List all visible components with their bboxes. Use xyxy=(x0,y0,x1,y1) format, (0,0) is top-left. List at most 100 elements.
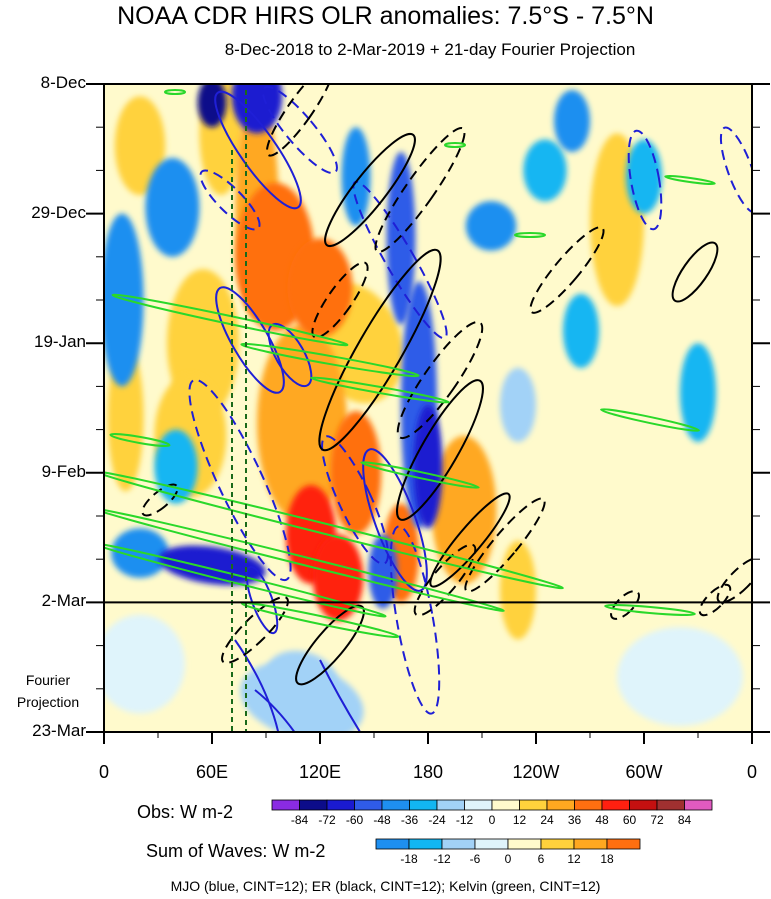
anomaly-blob xyxy=(404,707,434,732)
wave-colorbar-swatch xyxy=(606,838,641,850)
kelvin-contour xyxy=(104,542,387,618)
wave-colorbar-tick-label: 12 xyxy=(567,852,581,866)
kelvin-contour xyxy=(514,232,546,238)
anomaly-blob xyxy=(386,151,416,325)
mjo-contour xyxy=(234,639,280,732)
obs-colorbar-swatch xyxy=(464,799,493,811)
anomaly-blob xyxy=(104,614,185,714)
chart-title: NOAA CDR HIRS OLR anomalies: 7.5°S - 7.5… xyxy=(117,2,654,30)
mjo-contour xyxy=(627,129,663,231)
y-tick-label: 19-Jan xyxy=(34,332,86,352)
anomaly-blob xyxy=(554,90,590,152)
anomaly-field xyxy=(104,84,752,732)
obs-colorbar-swatch xyxy=(546,799,575,811)
plot-frame xyxy=(86,83,770,744)
er-contour xyxy=(295,604,365,686)
kelvin-contour xyxy=(240,342,420,378)
er-contour xyxy=(141,483,179,517)
mjo-contour xyxy=(214,90,302,210)
er-contour xyxy=(396,379,484,521)
wave-colorbar-swatch xyxy=(540,838,575,850)
chart-subtitle: 8-Dec-2018 to 2-Mar-2019 + 21-day Fourie… xyxy=(224,40,636,59)
wave-colorbar-tick-label: 0 xyxy=(504,852,512,866)
obs-colorbar-label: Obs: W m-2 xyxy=(137,802,234,822)
projection-label: Fourier Projection xyxy=(16,672,80,710)
er-contour xyxy=(529,226,605,314)
anomaly-blob xyxy=(104,213,144,387)
kelvin-contour xyxy=(664,174,716,186)
y-tick-label: 8-Dec xyxy=(40,73,86,92)
obs-colorbar-tick-label: 60 xyxy=(622,813,637,827)
anomaly-blob xyxy=(523,139,567,202)
wave-colorbar-swatch xyxy=(507,838,542,850)
obs-colorbar-tick-label: 12 xyxy=(512,813,527,827)
kelvin-contour xyxy=(104,508,505,612)
anomaly-blob xyxy=(563,293,599,368)
wave-colorbar-swatch xyxy=(474,838,509,850)
obs-colorbar-swatch xyxy=(299,799,328,811)
obs-colorbar-tick-label: 36 xyxy=(567,813,582,827)
obs-colorbar-swatch xyxy=(326,799,355,811)
obs-colorbar-swatch xyxy=(519,799,548,811)
y-tick-label: 23-Mar xyxy=(32,721,86,740)
obs-colorbar-swatch xyxy=(436,799,465,811)
obs-colorbar-swatch xyxy=(381,799,410,811)
anomaly-blob xyxy=(500,540,536,640)
kelvin-contour xyxy=(109,433,171,447)
er-contour xyxy=(311,261,369,339)
wave-colorbar-tick-label: -18 xyxy=(400,852,418,866)
mjo-contour xyxy=(254,689,296,732)
anomaly-blob xyxy=(368,534,398,609)
obs-colorbar-tick-label: -48 xyxy=(373,813,391,827)
anomaly-blob xyxy=(685,84,729,165)
obs-colorbar-tick-label: -36 xyxy=(400,813,419,827)
mjo-contour xyxy=(319,659,362,732)
er-contour xyxy=(671,241,719,303)
anomaly-blob xyxy=(231,84,283,134)
colorbars xyxy=(271,799,713,850)
obs-colorbar-swatch xyxy=(574,799,603,811)
wave-colorbar-swatch xyxy=(375,838,410,850)
obs-colorbar-tick-label: 48 xyxy=(595,813,609,827)
anomaly-blob xyxy=(330,411,382,535)
x-tick-label: 0 xyxy=(746,762,757,782)
anomaly-blob xyxy=(680,343,716,442)
x-tick-label: 60E xyxy=(195,762,229,782)
obs-colorbar-swatch xyxy=(271,799,300,811)
anomaly-blob xyxy=(626,139,662,214)
anomaly-blob xyxy=(197,84,227,128)
obs-colorbar-tick-label: 84 xyxy=(677,813,692,827)
anomaly-blob xyxy=(145,158,200,257)
obs-colorbar-tick-label: -60 xyxy=(345,813,364,827)
x-tick-label: 120E xyxy=(298,762,342,782)
y-tick-label: 9-Feb xyxy=(41,461,86,481)
x-tick-label: 60W xyxy=(625,762,663,782)
mjo-contour xyxy=(321,435,389,565)
wave-colorbar-tick-label: -6 xyxy=(469,852,481,866)
obs-colorbar-tick-label: -12 xyxy=(455,813,474,827)
anomaly-blob xyxy=(341,127,371,226)
anomaly-blob xyxy=(240,661,364,732)
anomaly-blob xyxy=(114,96,166,196)
obs-colorbar-swatch xyxy=(601,799,630,811)
obs-colorbar-tick-label: -24 xyxy=(428,813,446,827)
kelvin-contour xyxy=(604,604,696,616)
wave-colorbar-swatch xyxy=(441,838,476,850)
y-tick-label: 2-Mar xyxy=(41,591,86,611)
anomaly-blob xyxy=(287,238,353,338)
x-tick-label: 0 xyxy=(98,762,109,782)
contour-legend-footnote: MJO (blue, CINT=12); ER (black, CINT=12)… xyxy=(170,878,601,894)
kelvin-contour xyxy=(164,89,186,95)
anomaly-blob xyxy=(617,627,743,726)
kelvin-contour xyxy=(360,461,480,489)
er-contour xyxy=(429,492,511,588)
anomaly-blob xyxy=(257,324,347,523)
obs-colorbar-swatch xyxy=(684,799,713,811)
anomaly-blob xyxy=(465,201,517,251)
er-contour xyxy=(413,543,477,617)
mjo-contour xyxy=(188,378,292,582)
mjo-contour xyxy=(199,169,261,231)
x-tick-label: 180 xyxy=(412,762,444,782)
er-contour xyxy=(318,248,442,452)
